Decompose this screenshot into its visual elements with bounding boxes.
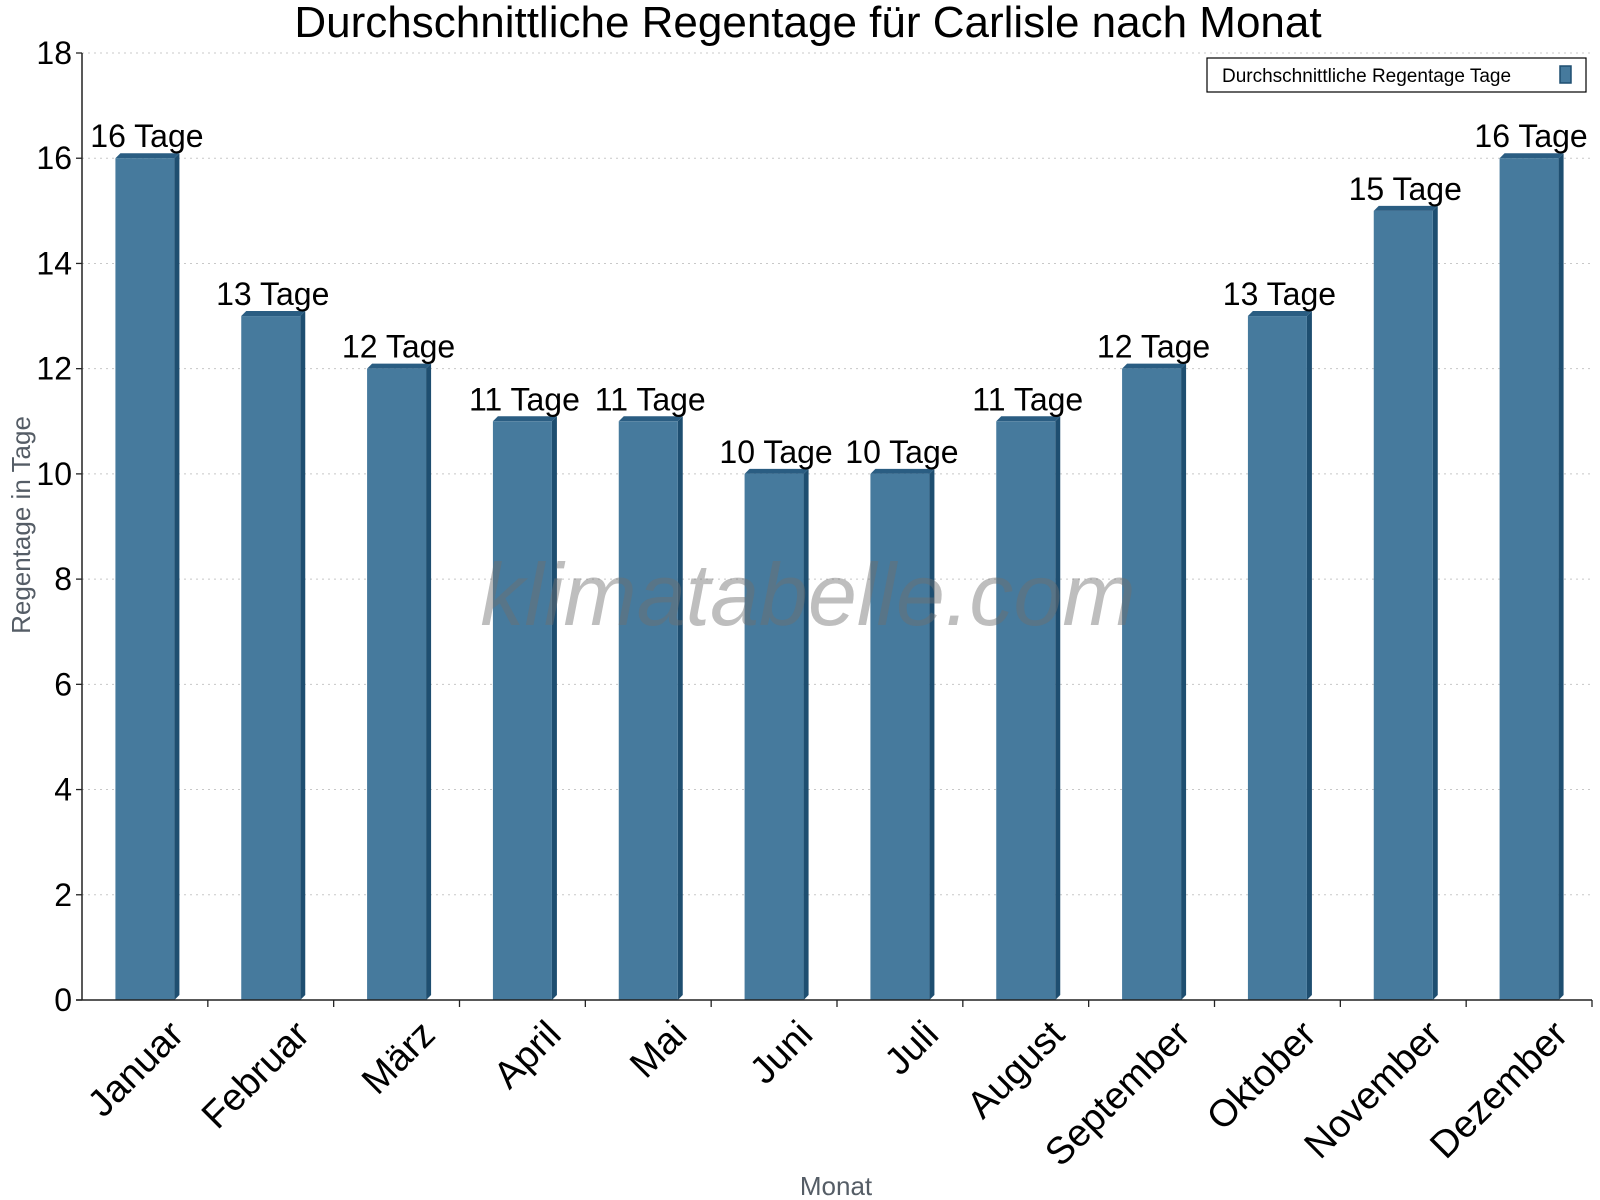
- bar: [241, 316, 301, 1000]
- data-label: 11 Tage: [972, 381, 1083, 417]
- chart-title: Durchschnittliche Regentage für Carlisle…: [294, 0, 1321, 47]
- bar-group: [1122, 363, 1187, 1001]
- x-tick-label: November: [1297, 1013, 1451, 1167]
- x-tick-label: August: [959, 1013, 1073, 1127]
- y-tick-label: 14: [36, 245, 72, 281]
- y-tick-label: 6: [54, 666, 72, 702]
- x-tick-label: Januar: [80, 1013, 192, 1125]
- data-label: 15 Tage: [1349, 171, 1462, 207]
- bar: [870, 473, 930, 1000]
- bar-group: [618, 416, 683, 1000]
- x-tick-label: März: [354, 1013, 443, 1102]
- bar-side: [1432, 205, 1438, 1001]
- data-label: 11 Tage: [469, 381, 580, 417]
- bar-top: [492, 416, 557, 422]
- y-tick-label: 12: [36, 351, 72, 387]
- legend-box: [1206, 57, 1587, 93]
- bar-top: [1122, 363, 1187, 369]
- x-axis-label: Monat: [800, 1171, 873, 1200]
- data-label: 12 Tage: [342, 329, 455, 365]
- bar-group: [115, 153, 180, 1000]
- data-labels: 16 Tage 13 Tage 12 Tage 11 Tage 11 Tage 10 Ta…: [90, 118, 1587, 470]
- x-tick-label: April: [486, 1013, 569, 1096]
- bar-top: [367, 363, 432, 369]
- data-label: 11 Tage: [595, 381, 706, 417]
- bar-side: [174, 153, 180, 1000]
- data-label: 16 Tage: [90, 118, 203, 154]
- legend-label: Durchschnittliche Regentage Tage: [1222, 66, 1511, 87]
- bar-group: [1499, 153, 1564, 1000]
- data-label: 16 Tage: [1474, 118, 1587, 154]
- y-tick-label: 10: [36, 456, 72, 492]
- bar: [1373, 210, 1433, 1001]
- bar-side: [426, 363, 432, 1001]
- bar-side: [300, 311, 306, 1000]
- y-tick-label: 2: [54, 877, 72, 913]
- data-label: 12 Tage: [1097, 329, 1210, 365]
- bar-side: [803, 468, 809, 1000]
- bar: [1247, 316, 1307, 1000]
- bar-top: [618, 416, 683, 422]
- bar: [367, 368, 427, 1001]
- bar-side: [929, 468, 935, 1000]
- bar-side: [1181, 363, 1187, 1001]
- data-label: 10 Tage: [845, 434, 958, 470]
- bar-side: [551, 416, 557, 1000]
- y-tick-label: 0: [54, 982, 72, 1018]
- y-axis-label: Regentage in Tage: [6, 416, 36, 634]
- bar-top: [115, 153, 180, 159]
- x-tick-label: Juli: [877, 1013, 947, 1083]
- bar: [115, 158, 175, 1000]
- bar-top: [744, 468, 809, 474]
- bar-top: [1247, 311, 1312, 317]
- x-tick-label: Mai: [622, 1013, 695, 1086]
- y-tick-label: 18: [36, 35, 72, 71]
- bar-group: [492, 416, 557, 1000]
- bar: [618, 421, 678, 1000]
- bar-top: [1499, 153, 1564, 159]
- legend: Durchschnittliche Regentage Tage: [1206, 57, 1587, 93]
- data-label: 10 Tage: [719, 434, 832, 470]
- legend-swatch: [1559, 65, 1572, 84]
- data-label: 13 Tage: [1223, 276, 1336, 312]
- x-tick-label: Dezember: [1422, 1013, 1576, 1167]
- data-label: 13 Tage: [216, 276, 329, 312]
- x-tick-label: Juni: [742, 1013, 821, 1092]
- x-tick-label: Oktober: [1199, 1013, 1325, 1139]
- bar: [996, 421, 1056, 1000]
- bar: [492, 421, 552, 1000]
- bar: [1499, 158, 1559, 1000]
- bar-group: [241, 311, 306, 1000]
- bar-group: [1247, 311, 1312, 1000]
- bar-side: [677, 416, 683, 1000]
- y-tick-label: 4: [54, 772, 72, 808]
- bar-group: [870, 468, 935, 1000]
- bar-side: [1306, 311, 1312, 1000]
- bar: [744, 473, 804, 1000]
- bar-top: [870, 468, 935, 474]
- bar-group: [1373, 205, 1438, 1001]
- bars: [115, 153, 1564, 1001]
- x-tick-label: Februar: [194, 1013, 318, 1137]
- y-tick-label: 16: [36, 140, 72, 176]
- bar-group: [744, 468, 809, 1000]
- bar-side: [1055, 416, 1061, 1000]
- bar-top: [1373, 205, 1438, 211]
- bar-group: [996, 416, 1061, 1000]
- watermark: klimatabelle.com: [480, 545, 1135, 644]
- bar-top: [996, 416, 1061, 422]
- bar-group: [367, 363, 432, 1001]
- bar: [1122, 368, 1182, 1001]
- bar-top: [241, 311, 306, 317]
- bar-side: [1558, 153, 1564, 1000]
- y-tick-label: 8: [54, 561, 72, 597]
